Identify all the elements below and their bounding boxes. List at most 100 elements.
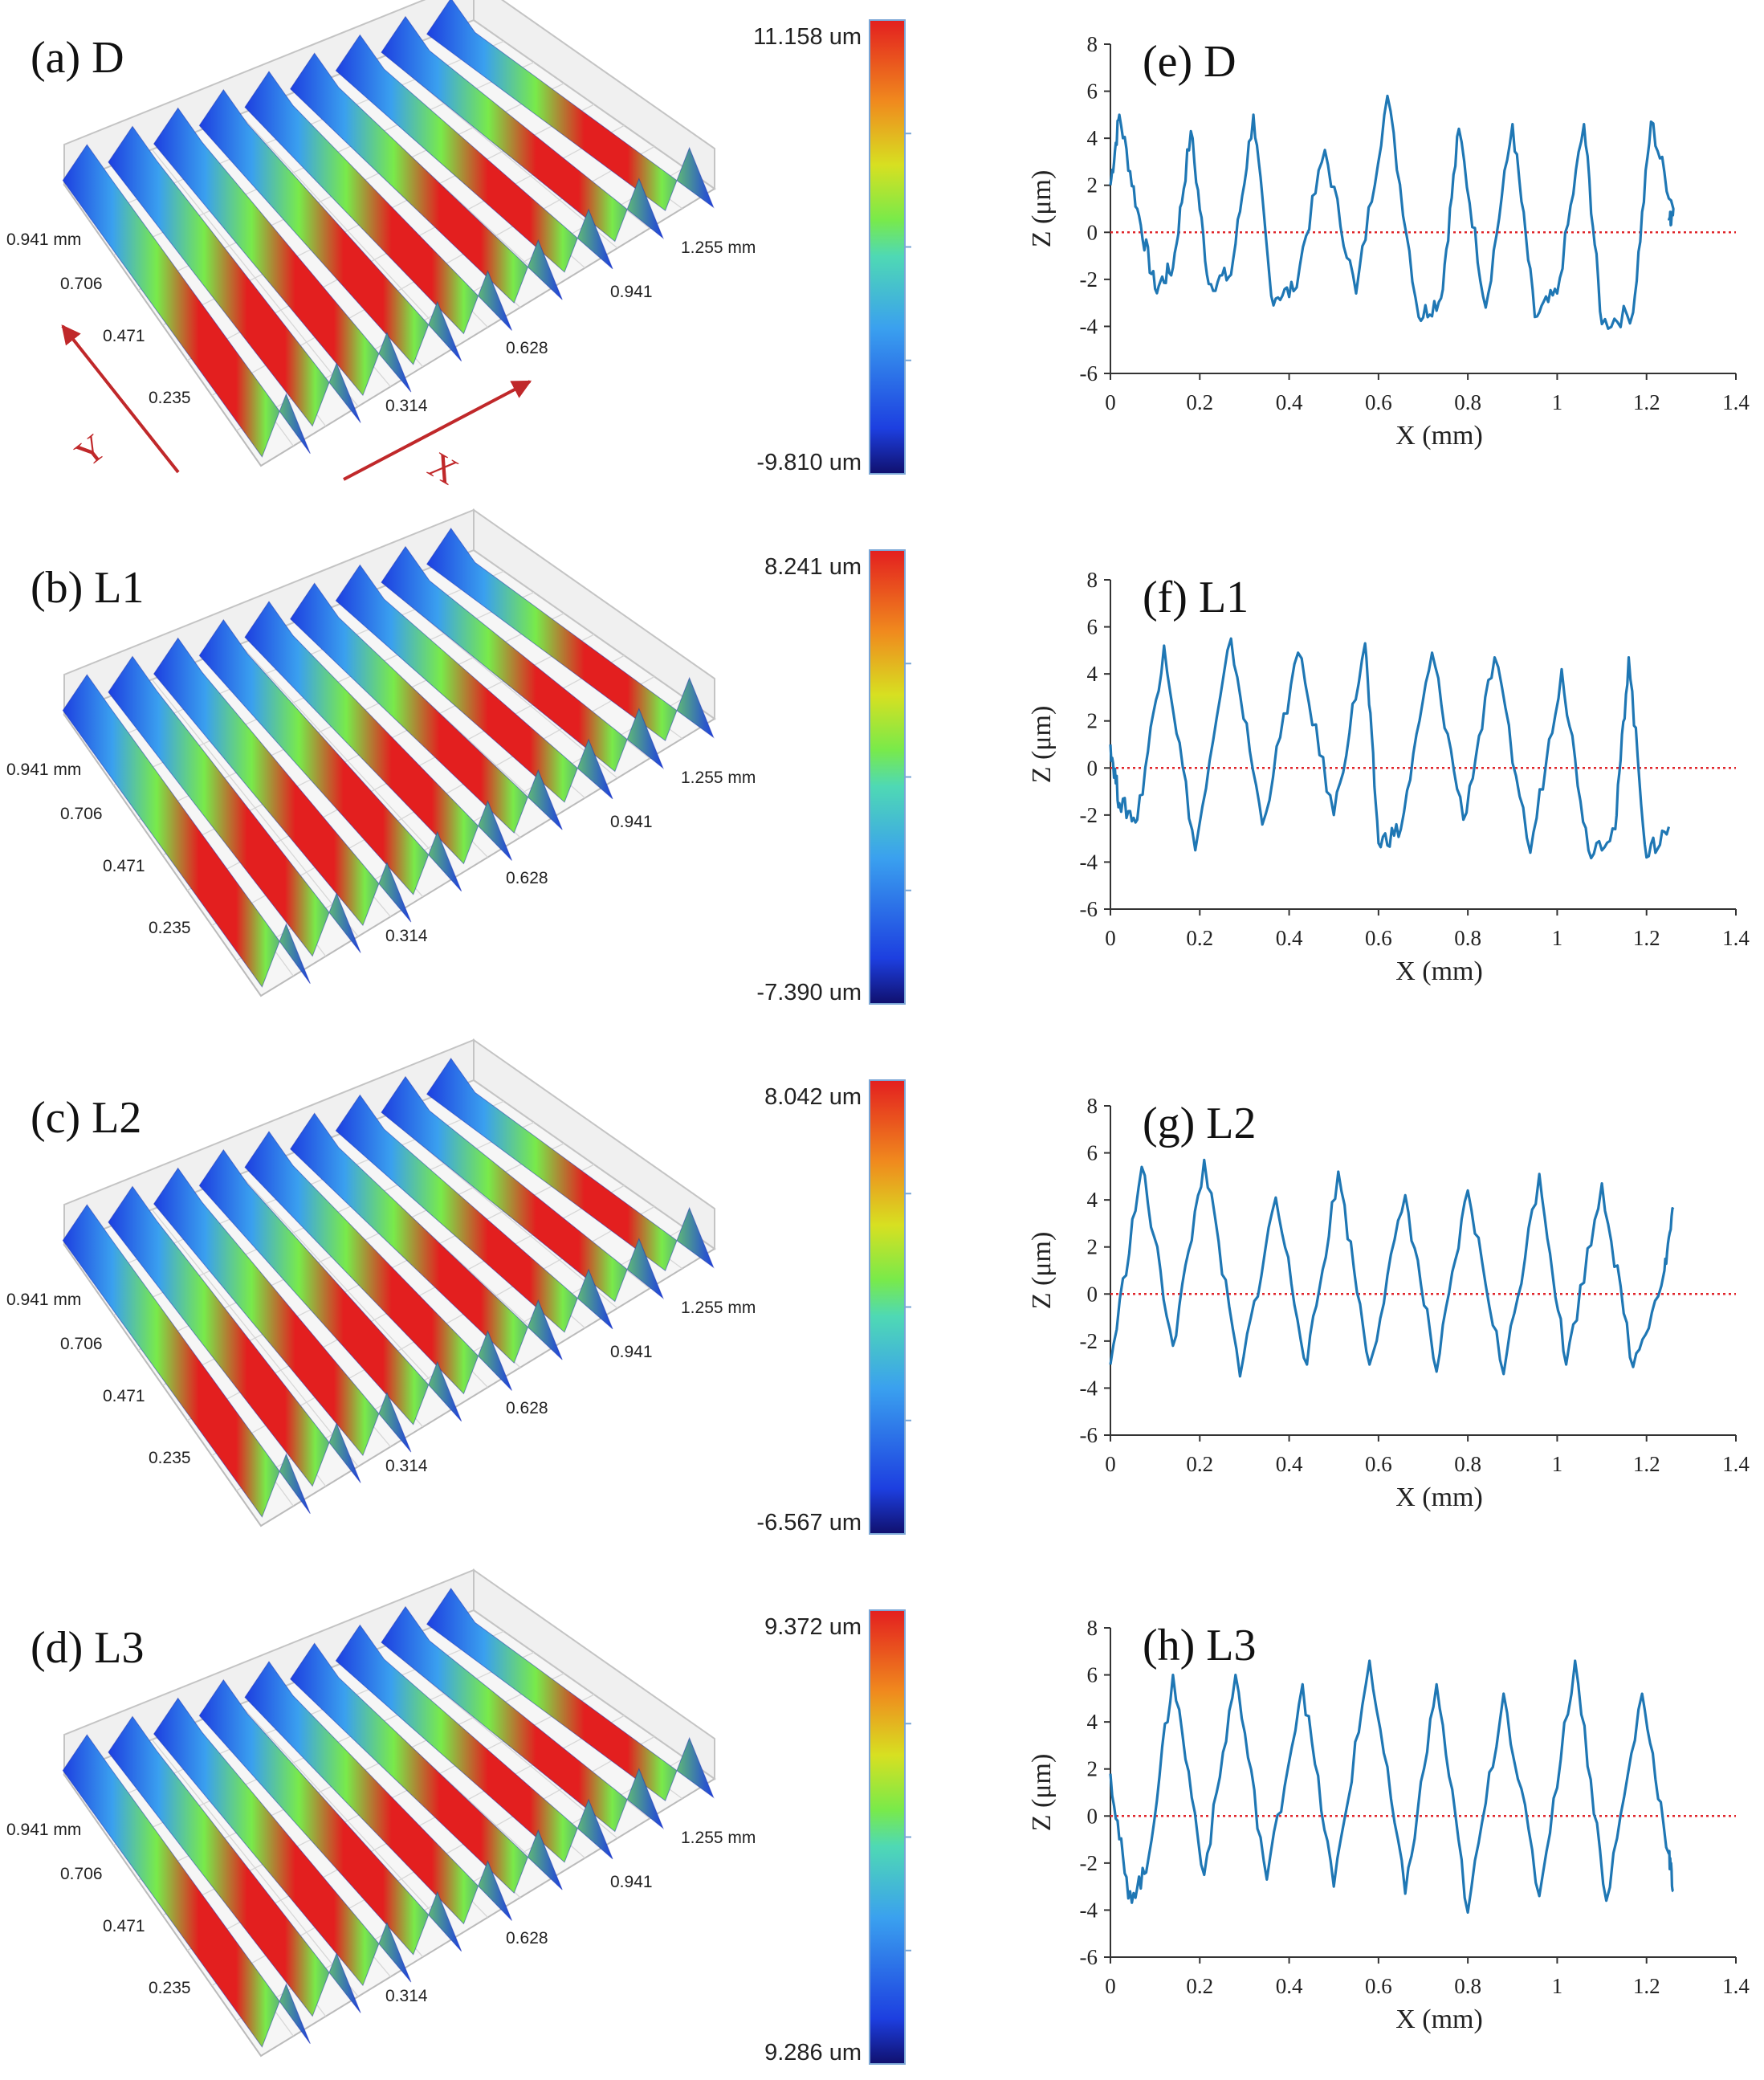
surface-y-tick: 0.706 — [60, 805, 103, 823]
surface-x-tick: 0.941 — [610, 283, 653, 301]
surface-x-tick: 0.628 — [506, 1399, 548, 1417]
y-tick-label: 4 — [1087, 126, 1098, 150]
surface-side-wall — [473, 508, 715, 720]
x-tick-label: 0.6 — [1365, 390, 1392, 414]
surface-ridge — [62, 144, 311, 458]
surface-ridge — [198, 1678, 462, 1956]
y-tick-label: 2 — [1087, 709, 1098, 733]
surface-y-tick: 0.471 — [103, 327, 145, 345]
surface-y-tick: 0.706 — [60, 1865, 103, 1883]
x-tick-label: 0.2 — [1186, 1452, 1213, 1476]
surface-ridge — [153, 1167, 412, 1457]
y-tick-label: 8 — [1087, 568, 1098, 592]
surface-ridge — [244, 1131, 512, 1395]
surface-x-tick: 1.255 mm — [681, 1299, 756, 1317]
surface-ridge — [335, 1624, 613, 1863]
colorbar — [869, 1609, 906, 2065]
surface-ridge — [335, 1094, 613, 1333]
surface-ridge — [108, 655, 361, 957]
y-tick-label: 4 — [1087, 662, 1098, 686]
x-tick-label: 1.4 — [1722, 926, 1750, 950]
x-direction-arrow — [343, 380, 532, 481]
surface-ridge — [244, 1661, 512, 1925]
colorbar — [869, 19, 906, 475]
surface-x-tick: 0.628 — [506, 339, 548, 357]
surface-ridge — [290, 52, 563, 304]
surface-x-tick: 1.255 mm — [681, 769, 756, 787]
colorbar-max-label: 11.158 um — [753, 24, 862, 50]
colorbar-min-label: -7.390 um — [756, 980, 862, 1005]
y-axis-label: Z (μm) — [1027, 1754, 1057, 1832]
x-tick-label: 0.8 — [1454, 926, 1481, 950]
y-tick-label: 2 — [1087, 1757, 1098, 1781]
profile-series-line-L3 — [1109, 1659, 1675, 1914]
surface-x-tick: 1.255 mm — [681, 1829, 756, 1847]
x-tick-label: 1.4 — [1722, 390, 1750, 414]
surface-x-tick: 0.941 — [610, 1873, 653, 1891]
x-axis-label: X (mm) — [1395, 1483, 1483, 1512]
y-tick-label: -6 — [1080, 1423, 1098, 1447]
surface-ridge — [153, 107, 412, 397]
x-axis-label: X (mm) — [1395, 956, 1483, 986]
x-tick-label: 0 — [1105, 390, 1116, 414]
surface-ridge — [62, 1204, 311, 1518]
y-tick-label: -2 — [1080, 267, 1098, 292]
y-tick-label: 2 — [1087, 1235, 1098, 1259]
x-tick-label: 0.2 — [1186, 926, 1213, 950]
y-tick-label: 0 — [1087, 756, 1098, 780]
surface-panel-label: (b) L1 — [31, 563, 145, 613]
surface-ridge — [244, 71, 512, 335]
surface-x-tick: 0.628 — [506, 1929, 548, 1947]
x-tick-label: 0.8 — [1454, 1452, 1481, 1476]
surface-y-tick: 0.941 mm — [6, 1821, 81, 1839]
x-tick-label: 1 — [1552, 1452, 1563, 1476]
surface-ridge — [426, 1058, 715, 1271]
surface-side-wall — [473, 1038, 715, 1250]
surface-y-tick: 0.235 — [149, 919, 191, 937]
y-tick-label: -2 — [1080, 1329, 1098, 1353]
surface-side-wall — [473, 1568, 715, 1780]
surface-x-tick: 0.628 — [506, 869, 548, 887]
y-tick-label: 4 — [1087, 1710, 1098, 1734]
surface-y-tick: 0.235 — [149, 389, 191, 407]
surface-panel-label: (c) L2 — [31, 1093, 141, 1143]
surface-ridge — [108, 1185, 361, 1487]
x-tick-label: 0.6 — [1365, 1452, 1392, 1476]
x-tick-label: 1.2 — [1633, 390, 1660, 414]
y-tick-label: 6 — [1087, 615, 1098, 639]
x-direction-label: X — [422, 443, 465, 492]
surface-x-tick: 0.314 — [385, 927, 428, 945]
colorbar-max-label: 8.241 um — [764, 554, 862, 580]
profile-series-line-L1 — [1109, 637, 1671, 860]
y-tick-label: 6 — [1087, 1663, 1098, 1687]
colorbar-min-label: -6.567 um — [756, 1510, 862, 1536]
surface-y-tick: 0.471 — [103, 1387, 145, 1405]
y-tick-label: -4 — [1080, 1898, 1098, 1922]
surface-ridge — [426, 528, 715, 741]
x-tick-label: 0.6 — [1365, 1974, 1392, 1998]
y-axis-label: Z (μm) — [1027, 170, 1057, 248]
x-tick-label: 0.4 — [1276, 926, 1303, 950]
surface-ridge — [381, 545, 665, 773]
surface-ridge — [62, 674, 311, 988]
x-tick-label: 0.8 — [1454, 390, 1481, 414]
colorbar — [869, 1079, 906, 1535]
surface-y-tick: 0.706 — [60, 1335, 103, 1353]
x-tick-label: 1.2 — [1633, 926, 1660, 950]
x-tick-label: 1 — [1552, 926, 1563, 950]
surface-ridge — [290, 1642, 563, 1894]
y-tick-label: -4 — [1080, 314, 1098, 338]
surface-y-tick: 0.235 — [149, 1979, 191, 1997]
surface-ridge — [335, 564, 613, 803]
surface-ridge — [153, 1697, 412, 1987]
surface-panels: (a) D 0.941 mm 0.706 0.471 0.235 0.314 0.628 0.… — [6, 0, 911, 2066]
x-tick-label: 1 — [1552, 390, 1563, 414]
x-tick-label: 1.4 — [1722, 1452, 1750, 1476]
surface-x-tick: 0.314 — [385, 1987, 428, 2005]
surface-x-tick: 0.314 — [385, 397, 428, 415]
surface-panel-3: (d) L3 0.941 mm 0.706 0.471 0.235 0.314 0.628 0… — [6, 1568, 911, 2066]
profile-chart-0: 8 6 4 2 0 -2 -4 -6 0 0.2 0.4 0.6 0.8 1 1.2 1.4 (e) D X (m… — [1027, 32, 1750, 451]
x-tick-label: 1.4 — [1722, 1974, 1750, 1998]
x-axis-label: X (mm) — [1395, 2005, 1483, 2034]
x-tick-label: 0.4 — [1276, 1974, 1303, 1998]
